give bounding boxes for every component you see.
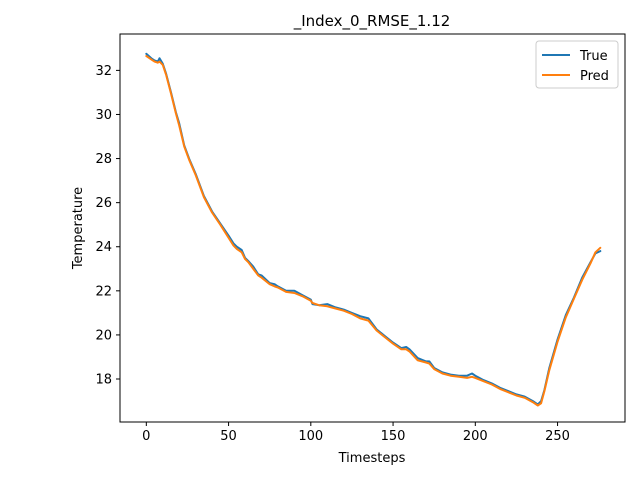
y-tick-label: 26 [95,196,112,211]
x-tick-label: 200 [463,429,488,444]
y-tick-label: 18 [95,373,112,388]
legend-frame [535,40,619,89]
y-tick-label: 22 [95,284,112,299]
x-tick-label: 50 [220,429,237,444]
plot-area-frame [119,33,626,423]
x-axis-title: Timesteps [338,451,406,466]
y-tick-label: 28 [95,152,112,167]
x-tick-label: 250 [545,429,570,444]
y-axis-title: Temperature [71,187,86,270]
chart-title: _Index_0_RMSE_1.12 [293,12,451,31]
y-tick-label: 24 [95,240,112,255]
y-tick-label: 20 [95,328,112,343]
x-tick-label: 0 [142,429,150,444]
legend: True Pred [535,40,619,89]
x-tick-label: 150 [381,429,406,444]
y-tick-label: 30 [95,108,112,123]
series-layer [145,52,602,407]
series-line-pred [145,55,602,407]
y-tick-label: 32 [95,64,112,79]
legend-label-pred: Pred [580,69,609,84]
x-axis-ticks: 0 50 100 150 200 250 [142,422,570,444]
legend-label-true: True [579,49,608,64]
x-tick-label: 100 [298,429,323,444]
y-axis-ticks: 18 20 22 24 26 28 30 32 [95,64,120,388]
